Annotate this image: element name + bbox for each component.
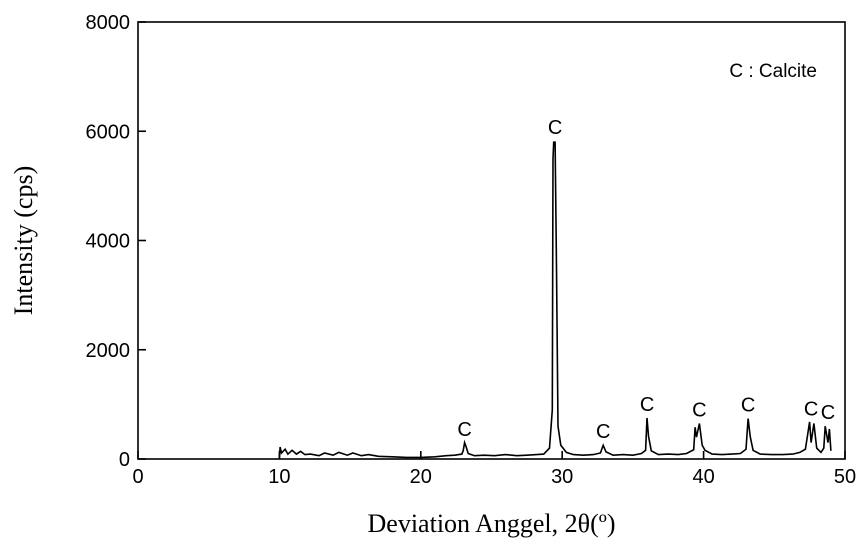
x-tick-label: 50 <box>834 466 856 488</box>
y-tick-label: 0 <box>119 449 130 471</box>
x-tick-label: 20 <box>410 466 432 488</box>
intensity-series-line <box>278 141 832 460</box>
x-tick-label: 0 <box>132 466 143 488</box>
x-tick-label: 10 <box>268 466 290 488</box>
peak-label: C <box>548 117 562 139</box>
y-tick-label: 8000 <box>86 12 131 34</box>
x-axis-title: Deviation Anggel, 2θ(º) <box>368 509 616 538</box>
peak-label: C <box>804 398 818 420</box>
plot-frame <box>137 21 846 460</box>
y-tick-label: 6000 <box>86 121 131 143</box>
peak-label: C <box>741 394 755 416</box>
x-tick-label: 30 <box>551 466 573 488</box>
y-axis-title: Intensity (cps) <box>9 166 38 315</box>
peak-label: C <box>457 419 471 441</box>
y-tick-label: 2000 <box>86 340 131 362</box>
x-tick-label: 40 <box>692 466 714 488</box>
peak-label: C <box>821 402 835 424</box>
peak-label: C <box>596 421 610 443</box>
x-axis-ticks: 0 10 20 30 40 50 <box>132 451 856 488</box>
peak-label: C <box>640 394 654 416</box>
y-tick-label: 4000 <box>86 231 131 253</box>
legend-annotation: C : Calcite <box>729 61 817 82</box>
peak-label: C <box>692 399 706 421</box>
y-axis-ticks: 0 2000 4000 6000 8000 <box>86 12 146 471</box>
